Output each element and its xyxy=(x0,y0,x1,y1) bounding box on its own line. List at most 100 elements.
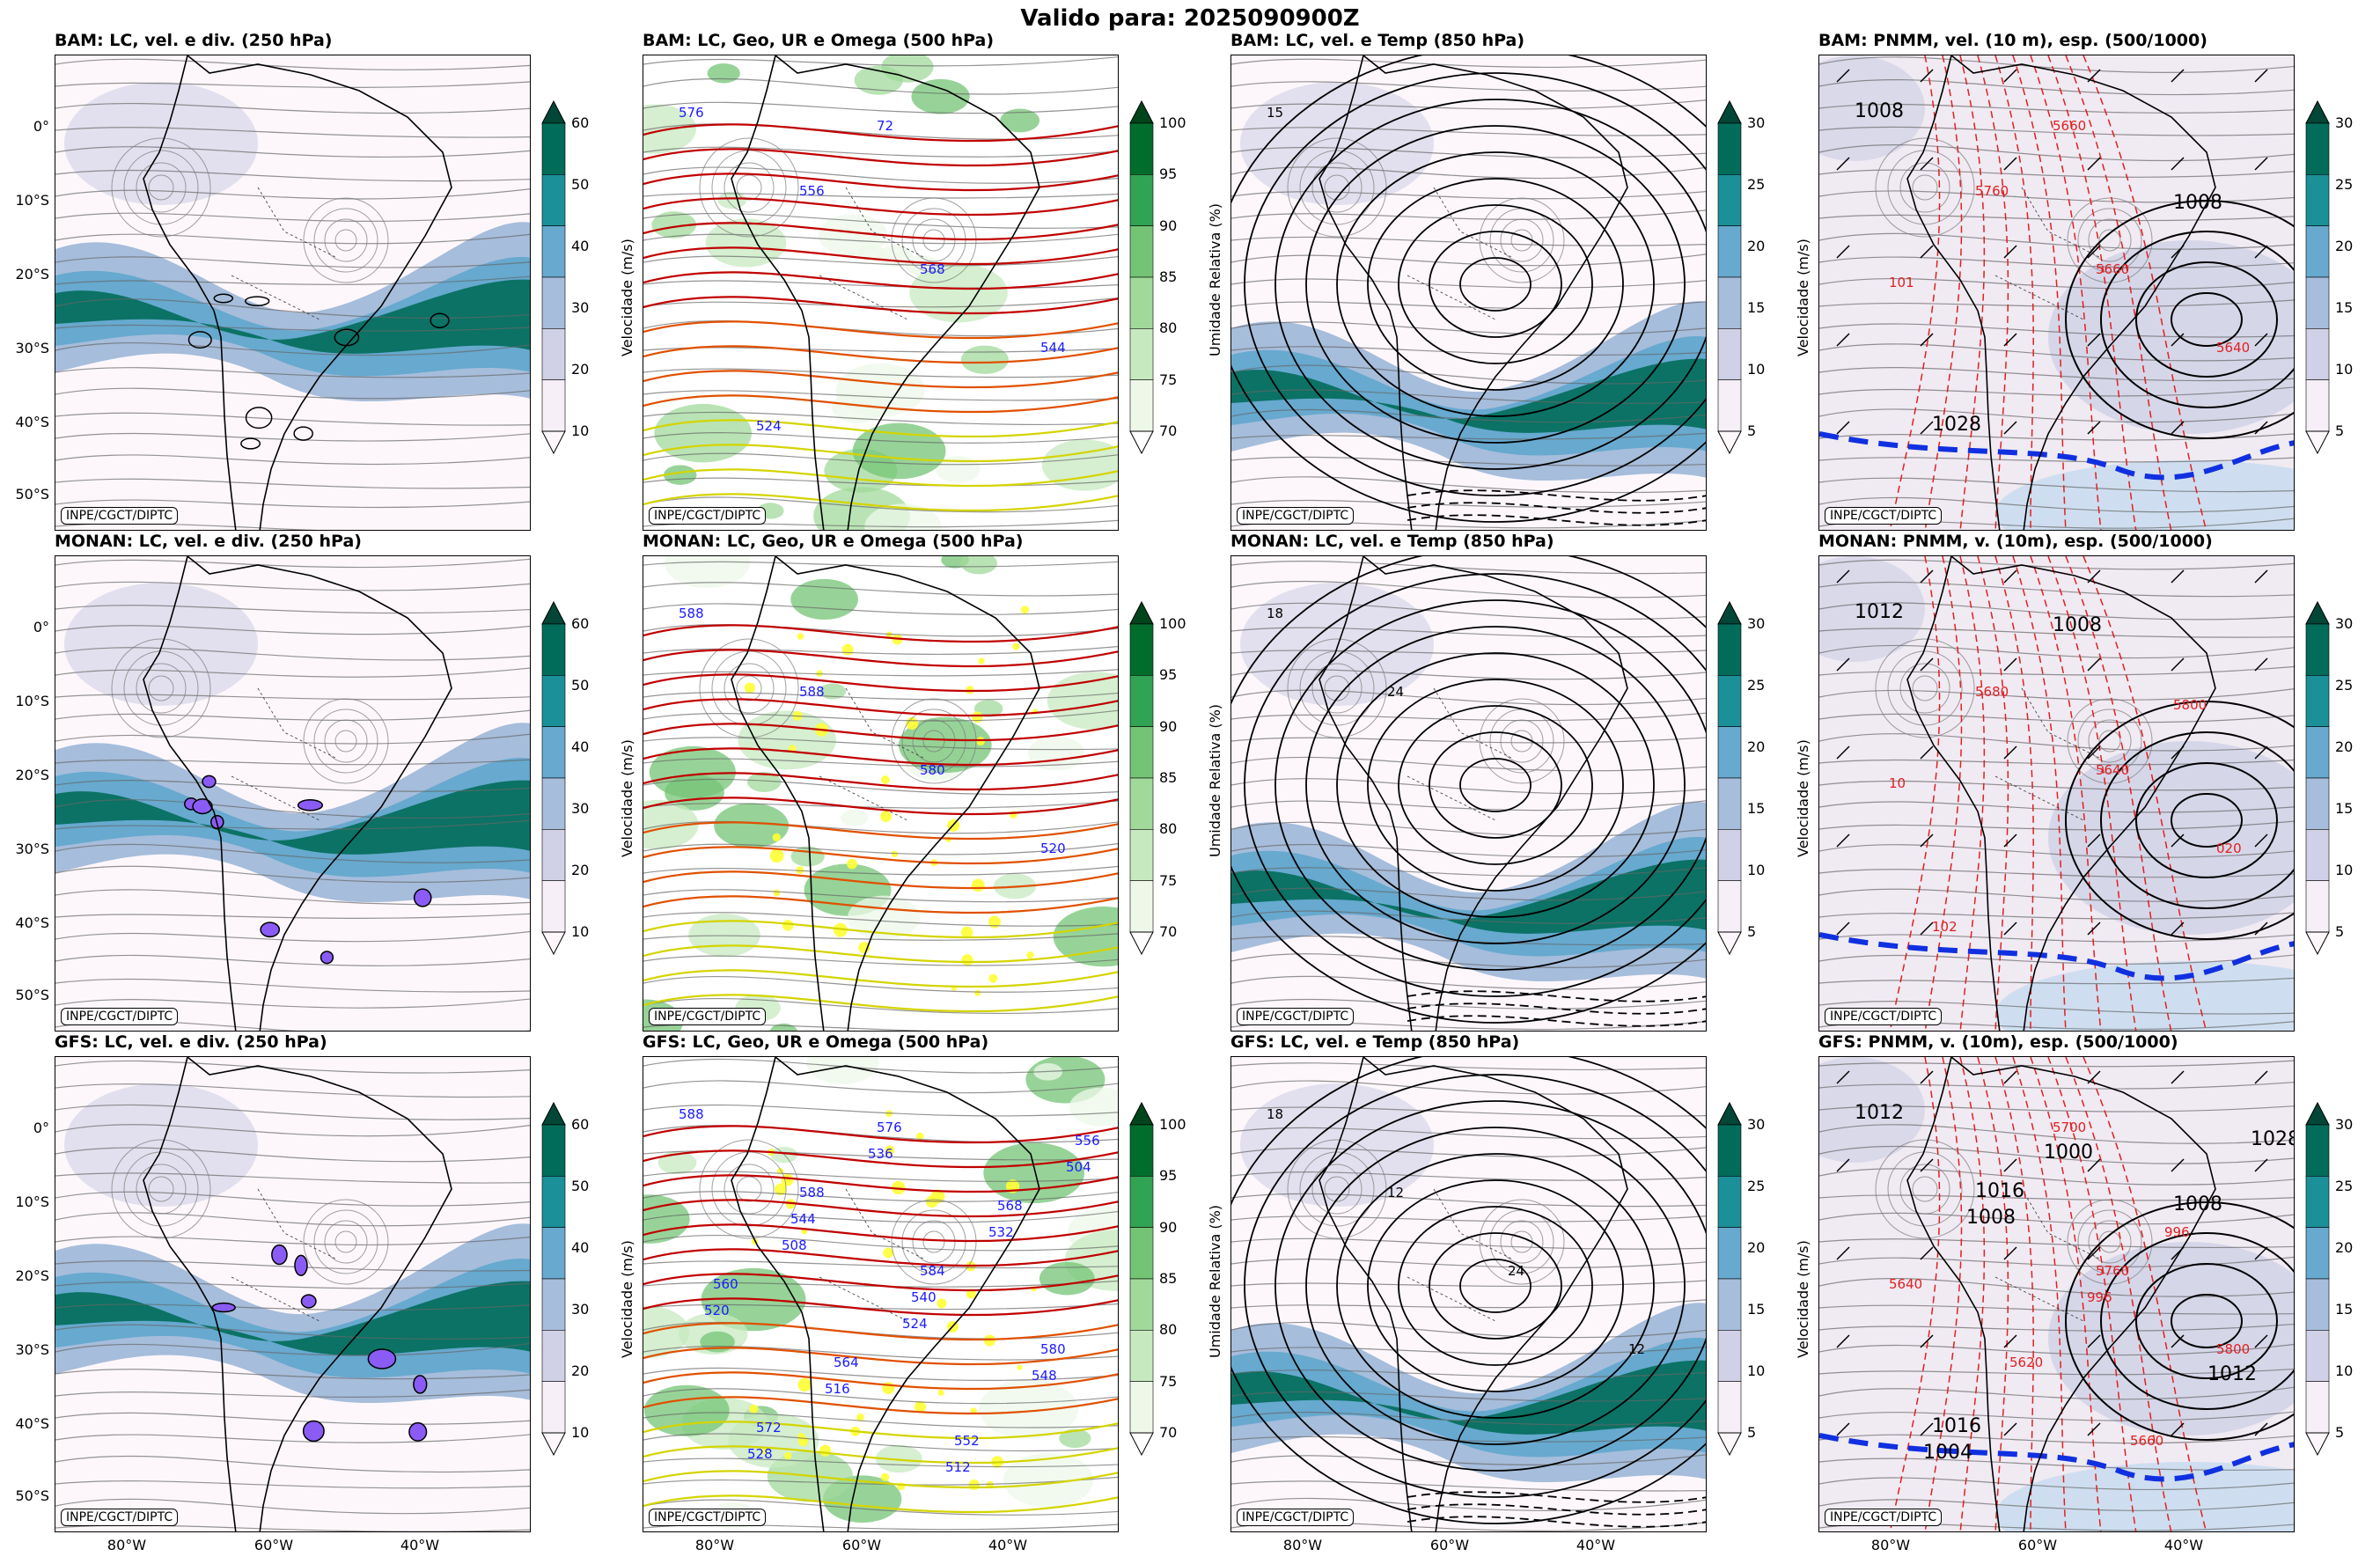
contour-label: 588 xyxy=(799,684,825,700)
colorbar-tick-label: 5 xyxy=(1747,1424,1757,1441)
lon-tick-label: 60°W xyxy=(253,1537,294,1553)
contour-label: 540 xyxy=(911,1289,937,1305)
credit-badge: INPE/CGCT/DIPTC xyxy=(1825,1008,1943,1025)
weather-map[interactable]: 588 588 584 580 572 576 568 560 564 552 556 544 540 5… xyxy=(643,1056,1119,1532)
contour-label: 536 xyxy=(868,1146,893,1162)
panel-title: MONAN: LC, vel. e div. (250 hPa) xyxy=(55,532,362,551)
contour-label: 1028 xyxy=(2251,1128,2295,1150)
weather-map[interactable]: 18 24 INPE/CGCT/DIPTC xyxy=(1230,555,1707,1032)
weather-map[interactable]: 1012 1016 5760 5800 1016 5700 1008 5640 5620 5660… xyxy=(1818,1056,2295,1532)
contour-label: 528 xyxy=(747,1446,773,1462)
weather-map[interactable]: INPE/CGCT/DIPTC xyxy=(55,1056,531,1532)
contour-label: 24 xyxy=(1508,1263,1524,1279)
colorbar-label: Velocidade (m/s) xyxy=(619,739,635,857)
lat-tick-label: 20°S xyxy=(15,1267,49,1284)
contour-label: 588 xyxy=(679,606,704,621)
colorbar: 100 95 90 85 80 75 70 Umidade Relativa (%) xyxy=(1129,99,1258,455)
contour-label: 520 xyxy=(1040,841,1066,856)
contour-label: 548 xyxy=(1032,1368,1057,1384)
weather-map[interactable]: 15 INPE/CGCT/DIPTC xyxy=(1230,55,1707,531)
colorbar-tick-label: 10 xyxy=(571,1424,590,1441)
colorbar-tick-label: 60 xyxy=(571,615,590,632)
contour-label: 1008 xyxy=(2053,614,2102,636)
lat-tick-label: 40°S xyxy=(15,914,49,931)
colorbar-label: Velocidade (m/s) xyxy=(1795,739,1811,857)
colorbar-tick-label: 85 xyxy=(1159,1270,1178,1287)
contour-label: 1004 xyxy=(1923,1442,1972,1464)
colorbar-tick-label: 95 xyxy=(1159,165,1178,183)
contour-label: 5620 xyxy=(2009,1355,2043,1370)
contour-label: 576 xyxy=(877,1120,902,1135)
colorbar-tick-label: 30 xyxy=(1747,1116,1766,1133)
contour-label: 532 xyxy=(988,1224,1014,1240)
contour-label: 5640 xyxy=(1889,1276,1922,1292)
contour-label: 1008 xyxy=(2173,192,2222,214)
contour-label: 576 xyxy=(679,105,704,121)
panel-title: BAM: LC, vel. e div. (250 hPa) xyxy=(55,31,333,50)
credit-badge: INPE/CGCT/DIPTC xyxy=(1237,1008,1355,1025)
weather-map[interactable]: 1012 5680 5640 020 102 1008 5800 10 INPE/CGCT/DI… xyxy=(1818,555,2295,1032)
colorbar-tick-label: 15 xyxy=(1747,299,1766,316)
weather-map[interactable]: 588 588 580 520 INPE/CGCT/DIPTC xyxy=(643,555,1119,1032)
colorbar-tick-label: 100 xyxy=(1159,615,1186,632)
lon-tick-label: 80°W xyxy=(694,1537,735,1553)
lon-tick-label: 80°W xyxy=(107,1537,147,1553)
weather-map[interactable]: INPE/CGCT/DIPTC xyxy=(55,555,531,1032)
weather-map[interactable]: 576 556 568 544 524 72 INPE/CGCT/DIPTC xyxy=(643,55,1119,531)
contour-label: 5640 xyxy=(2096,762,2129,778)
colorbar-tick-label: 30 xyxy=(2335,114,2354,131)
credit-badge: INPE/CGCT/DIPTC xyxy=(61,1509,179,1526)
colorbar: 100 95 90 85 80 75 70 Umidade Relativa (%) xyxy=(1129,1101,1258,1457)
colorbar-tick-label: 20 xyxy=(2335,738,2354,755)
colorbar-tick-label: 15 xyxy=(2335,299,2354,316)
credit-badge: INPE/CGCT/DIPTC xyxy=(649,507,767,525)
colorbar-label: Velocidade (m/s) xyxy=(619,239,635,356)
contour-label: 588 xyxy=(679,1106,704,1122)
colorbar-tick-label: 100 xyxy=(1159,114,1186,131)
lat-tick-label: 20°S xyxy=(15,266,49,283)
contour-label: 5760 xyxy=(2096,1263,2129,1279)
credit-badge: INPE/CGCT/DIPTC xyxy=(1237,1509,1355,1526)
weather-map[interactable]: INPE/CGCT/DIPTC xyxy=(55,55,531,531)
weather-map[interactable]: 1008 5760 5660 5640 1028 5660 1008 101 INPE/CGCT… xyxy=(1818,55,2295,531)
main-title: Valido para: 2025090900Z xyxy=(1020,5,1360,32)
colorbar-tick-label: 10 xyxy=(571,923,590,940)
credit-badge: INPE/CGCT/DIPTC xyxy=(1825,1509,1943,1526)
contour-label: 1016 xyxy=(1932,1415,1981,1437)
lat-tick-label: 30°S xyxy=(15,340,49,356)
colorbar-tick-label: 10 xyxy=(1747,361,1766,378)
contour-label: 552 xyxy=(954,1433,980,1449)
lat-tick-label: 50°S xyxy=(15,1487,49,1504)
panel-title: MONAN: LC, vel. e Temp (850 hPa) xyxy=(1230,532,1554,551)
colorbar-tick-label: 30 xyxy=(571,800,590,817)
colorbar-tick-label: 10 xyxy=(2335,862,2354,878)
colorbar-tick-label: 50 xyxy=(571,677,590,694)
colorbar-tick-label: 50 xyxy=(571,1178,590,1194)
contour-label: 1012 xyxy=(1855,1102,1904,1124)
colorbar-tick-label: 70 xyxy=(1159,1424,1178,1441)
contour-label: 18 xyxy=(1267,1106,1283,1122)
colorbar-tick-label: 20 xyxy=(1747,738,1766,755)
panel-title: GFS: LC, Geo, UR e Omega (500 hPa) xyxy=(643,1032,989,1052)
lat-tick-label: 50°S xyxy=(15,987,49,1003)
colorbar-tick-label: 75 xyxy=(1159,1372,1178,1390)
colorbar: 60 50 40 30 20 10 Velocidade (m/s) xyxy=(541,1101,670,1457)
colorbar-label: Velocidade (m/s) xyxy=(1795,1240,1811,1358)
colorbar-label: Umidade Relativa (%) xyxy=(1207,703,1223,857)
colorbar-tick-label: 15 xyxy=(1747,1301,1766,1318)
lat-tick-label: 30°S xyxy=(15,1341,49,1358)
colorbar: 100 95 90 85 80 75 70 Umidade Relativa (%) xyxy=(1129,600,1258,956)
colorbar-tick-label: 95 xyxy=(1159,1167,1178,1185)
colorbar-tick-label: 5 xyxy=(1747,422,1757,439)
contour-label: 5660 xyxy=(2096,261,2129,277)
contour-label: 5800 xyxy=(2173,697,2207,713)
colorbar-tick-label: 5 xyxy=(2335,422,2345,439)
contour-label: 18 xyxy=(1267,606,1283,621)
lat-tick-label: 10°S xyxy=(15,1193,49,1210)
lon-tick-label: 60°W xyxy=(2017,1537,2058,1553)
contour-label: 580 xyxy=(920,762,945,778)
lat-tick-label: 0° xyxy=(33,118,49,135)
contour-label: 102 xyxy=(1932,919,1958,935)
weather-map[interactable]: 18 12 24 12 INPE/CGCT/DIPTC xyxy=(1230,1056,1707,1532)
